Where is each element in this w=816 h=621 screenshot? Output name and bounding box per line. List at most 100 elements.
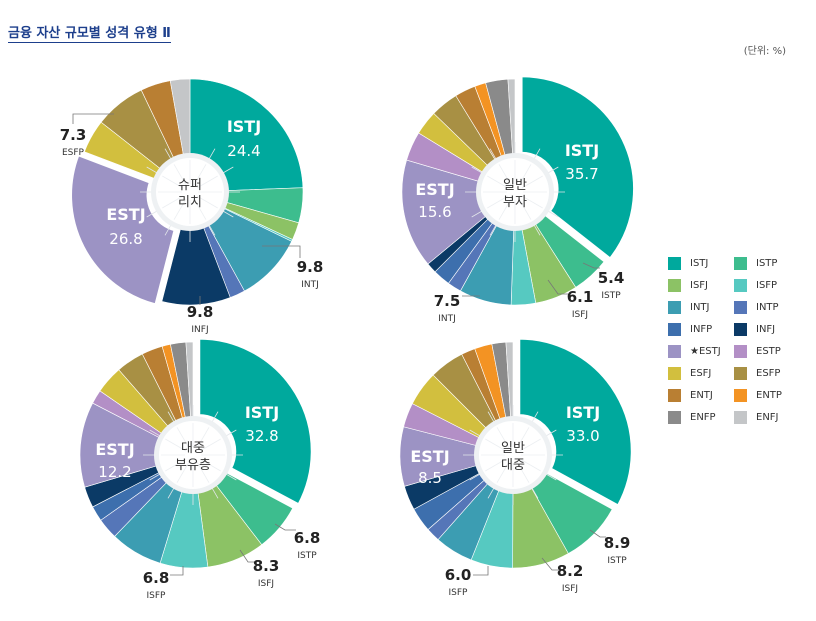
leader-line — [262, 245, 301, 258]
center-label: 부자 — [503, 195, 527, 210]
slice-name-label: ISTJ — [227, 117, 261, 136]
legend-swatch — [668, 366, 681, 380]
center-ray — [196, 195, 218, 209]
center-ray — [176, 427, 190, 449]
center-ray — [173, 164, 187, 186]
slice-name-label: ISTJ — [566, 403, 600, 422]
legend-label: INTJ — [690, 301, 710, 313]
center-ray — [176, 461, 190, 483]
slice-value-label: 6.0 — [445, 566, 472, 584]
slice-value-label: 5.4 — [598, 269, 625, 287]
center-hole — [156, 158, 224, 226]
slice-value-label: 32.8 — [245, 427, 278, 445]
legend-label: ISFJ — [690, 279, 708, 291]
unit-label: (단위: %) — [743, 46, 786, 57]
center-ray — [196, 461, 210, 483]
leader-line — [239, 549, 256, 563]
legend-label: ISTP — [756, 257, 778, 269]
center-ray — [521, 195, 543, 209]
legend-swatch — [734, 388, 747, 402]
center-ray — [519, 438, 541, 452]
legend-swatch — [668, 410, 681, 424]
center-ray — [165, 458, 187, 472]
slice-name-label: ESTJ — [95, 440, 134, 459]
slice-value-label: 8.9 — [604, 534, 631, 552]
legend-item-estj: ★ESTJ — [668, 344, 721, 358]
slice-value-label: 9.8 — [297, 258, 324, 276]
legend-item-istj: ISTJ — [668, 256, 708, 270]
leader-line — [582, 262, 600, 269]
slice-name-label: ISTP — [297, 551, 317, 561]
legend-swatch — [668, 256, 681, 270]
slice-name-label: ISTJ — [565, 141, 599, 160]
center-ray — [496, 427, 510, 449]
legend-item-istp: ISTP — [734, 256, 777, 270]
legend-item-esfp: ESFP — [734, 366, 780, 380]
legend-label: ESFP — [756, 367, 781, 379]
legend-label: ISFP — [756, 279, 778, 291]
legend-swatch — [668, 344, 681, 358]
leader-line — [170, 566, 184, 576]
slice-istj — [197, 337, 314, 507]
legend-item-infj: INFJ — [734, 322, 775, 336]
slice-name-label: ISFJ — [572, 310, 588, 320]
center-hole — [479, 421, 547, 489]
slice-value-label: 6.1 — [567, 288, 594, 306]
center-ray — [165, 438, 187, 452]
legend-swatch — [668, 278, 681, 292]
slice-name-label: INTJ — [301, 280, 319, 290]
center-ray — [199, 438, 221, 452]
legend-label: INTP — [756, 301, 779, 313]
slice-name-label: ISFJ — [562, 584, 578, 594]
center-ray — [173, 198, 187, 220]
center-ray — [516, 461, 530, 483]
slice-name-label: ESTJ — [106, 205, 145, 224]
legend-item-enfp: ENFP — [668, 410, 716, 424]
center-label: 대중 — [181, 441, 205, 456]
legend-swatch — [734, 300, 747, 314]
legend-swatch — [734, 278, 747, 292]
slice-value-label: 6.8 — [294, 529, 321, 547]
center-ray — [162, 175, 184, 189]
slice-value-label: 26.8 — [109, 230, 142, 248]
center-ray — [487, 175, 509, 189]
slice-name-label: ISFP — [449, 588, 469, 598]
slice-value-label: 35.7 — [565, 165, 598, 183]
center-ray — [485, 458, 507, 472]
legend-label: ★ESTJ — [690, 345, 721, 357]
slice-value-label: 33.0 — [566, 427, 599, 445]
center-ray — [487, 195, 509, 209]
slice-value-label: 7.3 — [60, 126, 87, 144]
slice-name-label: ESFP — [62, 148, 85, 158]
legend-item-isfp: ISFP — [734, 278, 777, 292]
center-label: 대중 — [501, 458, 525, 473]
slice-value-label: 7.5 — [434, 292, 461, 310]
leader-line — [547, 279, 568, 295]
slice-value-label: 8.2 — [557, 562, 584, 580]
slice-estj — [69, 153, 177, 307]
center-ray — [199, 458, 221, 472]
center-ray — [485, 438, 507, 452]
leader-line — [541, 557, 560, 571]
center-ray — [521, 175, 543, 189]
center-ray — [193, 198, 207, 220]
center-label: 부유층 — [175, 458, 211, 473]
center-ray — [518, 164, 532, 186]
slice-name-label: ESTJ — [410, 447, 449, 466]
legend-label: ESFJ — [690, 367, 712, 379]
center-label: 일반 — [501, 441, 525, 456]
slice-name-label: ISFP — [147, 591, 167, 601]
legend-label: ENTJ — [690, 389, 713, 401]
center-label: 일반 — [503, 178, 527, 193]
slice-name-label: ISTP — [601, 291, 621, 301]
slice-value-label: 9.8 — [187, 303, 214, 321]
slice-name-label: ISTP — [607, 556, 627, 566]
legend-swatch — [668, 388, 681, 402]
legend-item-entp: ENTP — [734, 388, 782, 402]
leader-line — [473, 566, 489, 576]
